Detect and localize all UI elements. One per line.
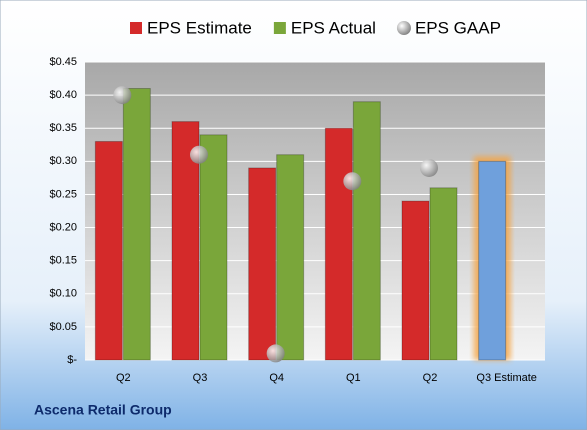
legend-label: EPS Estimate — [147, 18, 252, 37]
bar — [276, 154, 305, 361]
bar — [94, 140, 123, 361]
y-tick-label: $0.40 — [49, 89, 77, 101]
bar — [324, 127, 353, 361]
gaap-point — [343, 172, 362, 191]
x-tick-label: Q3 — [193, 372, 208, 384]
y-tick-label: $- — [67, 354, 77, 366]
legend-label: EPS Actual — [291, 18, 376, 37]
x-tick-label: Q2 — [116, 372, 131, 384]
legend-marker — [396, 21, 411, 35]
bar — [478, 160, 507, 361]
y-tick-label: $0.05 — [49, 321, 77, 333]
legend-marker — [130, 22, 142, 34]
gaap-point — [266, 344, 285, 363]
y-tick-label: $0.20 — [49, 221, 77, 233]
y-tick-label: $0.10 — [49, 288, 77, 300]
bar — [122, 87, 151, 361]
y-tick-label: $0.45 — [49, 56, 77, 68]
x-tick-label: Q3 Estimate — [476, 372, 537, 384]
bar — [429, 187, 458, 361]
chart-title: Ascena Retail Group — [34, 402, 172, 418]
legend-marker — [273, 22, 286, 34]
bar — [248, 167, 277, 361]
bar — [401, 200, 430, 361]
gaap-point — [113, 86, 132, 105]
legend-label: EPS GAAP — [415, 18, 501, 37]
gaap-point — [190, 145, 208, 164]
bar — [352, 101, 381, 361]
plot-area — [85, 62, 545, 360]
x-tick-label: Q1 — [346, 372, 361, 384]
x-tick-label: Q4 — [269, 372, 284, 384]
y-tick-label: $0.30 — [49, 155, 77, 167]
gaap-point — [420, 158, 438, 177]
y-tick-label: $0.35 — [49, 122, 77, 134]
x-tick-label: Q2 — [423, 372, 438, 384]
bar — [199, 134, 228, 361]
y-tick-label: $0.25 — [49, 188, 77, 200]
y-tick-label: $0.15 — [49, 255, 77, 267]
